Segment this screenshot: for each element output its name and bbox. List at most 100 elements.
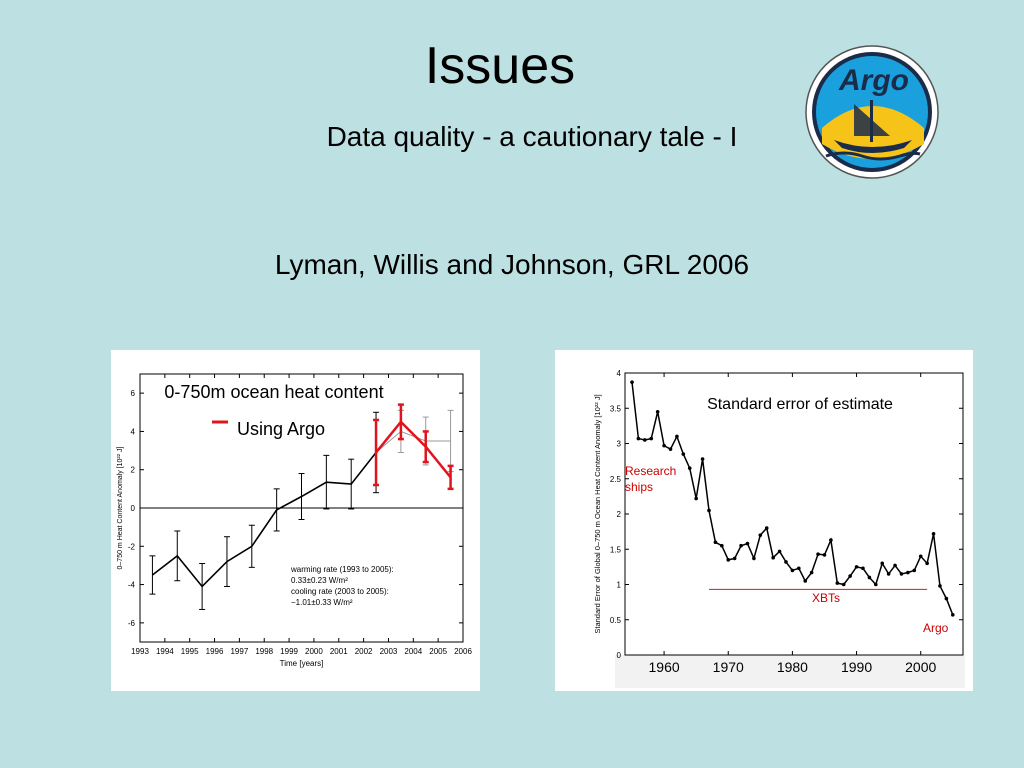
y-tick-label: 1.5 (610, 545, 622, 554)
series-line (375, 430, 451, 453)
y-axis-label: 0–750 m Heat Content Anomaly [10²² J] (117, 446, 124, 569)
data-point (944, 596, 949, 601)
y-tick-label: 3.5 (610, 404, 622, 413)
x-tick-label: 1980 (777, 659, 808, 675)
data-point (707, 508, 711, 513)
x-tick-label: 2004 (404, 647, 422, 656)
y-axis-label: Standard Error of Global 0–750 m Ocean H… (593, 394, 602, 633)
data-point (899, 572, 904, 576)
y-tick-label: 2.5 (610, 475, 622, 484)
y-tick-label: 2 (617, 510, 622, 519)
series-line (151, 451, 377, 588)
x-tick-label: 2001 (330, 647, 348, 656)
data-point (649, 436, 654, 441)
rate-annotation: warming rate (1993 to 2005): (290, 565, 394, 574)
data-point (925, 561, 929, 566)
chart-title: 0-750m ocean heat content (164, 382, 383, 402)
data-point (803, 579, 808, 583)
research-ships-label: Research (625, 464, 676, 478)
x-tick-label: 1999 (280, 647, 298, 656)
data-point (713, 540, 718, 544)
data-point (655, 409, 660, 414)
y-tick-label: 0 (131, 504, 136, 513)
data-point (867, 575, 872, 580)
y-tick-label: 0 (617, 651, 622, 660)
data-point (694, 496, 698, 501)
data-point (643, 438, 647, 442)
y-tick-label: 0.5 (610, 616, 622, 625)
argo-logo: Argo (805, 45, 939, 179)
data-point (848, 574, 852, 578)
y-tick-label: -4 (128, 581, 136, 590)
data-point (893, 563, 897, 568)
logo-text: Argo (838, 64, 909, 97)
x-tick-label: 2005 (429, 647, 447, 656)
y-tick-label: -6 (128, 619, 136, 628)
data-point (720, 543, 724, 548)
x-tick-label: 1998 (255, 647, 273, 656)
data-point (739, 543, 743, 548)
data-point (906, 570, 910, 575)
x-tick-label: 1990 (841, 659, 872, 675)
data-point (752, 556, 756, 561)
data-point (938, 584, 942, 588)
rate-annotation: −1.01±0.33 W/m² (291, 598, 353, 607)
data-point (861, 566, 865, 571)
series-line (375, 419, 452, 479)
data-point (777, 549, 782, 554)
x-tick-label: 2003 (380, 647, 398, 656)
y-tick-label: 4 (617, 369, 622, 378)
data-point (726, 558, 731, 562)
data-point (764, 526, 769, 530)
plot-frame (624, 372, 964, 656)
data-point (784, 560, 788, 564)
x-tick-label: 2006 (454, 647, 472, 656)
x-tick-label: 2000 (305, 647, 323, 656)
data-point (732, 556, 737, 561)
y-tick-label: -2 (128, 542, 136, 551)
data-point (687, 466, 692, 470)
chart-title: Standard error of estimate (707, 396, 893, 413)
heat-content-chart: 1993 1994 1995 1996 1997 1998 1999 2000 2001 2002… (117, 373, 472, 668)
citation: Lyman, Willis and Johnson, GRL 2006 (274, 249, 750, 280)
data-point (835, 581, 840, 585)
data-point (662, 443, 666, 448)
data-point (668, 447, 673, 451)
rate-annotation: cooling rate (2003 to 2005): (291, 587, 389, 596)
x-tick-label: 2000 (905, 659, 936, 675)
x-tick-label: 1960 (649, 659, 680, 675)
data-point (950, 613, 955, 617)
data-point (630, 380, 634, 384)
x-tick-label: 2002 (355, 647, 373, 656)
data-point (758, 533, 763, 537)
data-point (854, 565, 859, 569)
x-tick-label: 1970 (713, 659, 744, 675)
argo-label: Argo (923, 621, 949, 635)
y-tick-label: 2 (131, 466, 136, 475)
y-tick-label: 3 (617, 440, 622, 449)
x-axis-label: Time [years] (280, 659, 324, 668)
data-point (700, 457, 705, 461)
x-tick-label: 1997 (230, 647, 248, 656)
data-point (797, 566, 801, 571)
data-point (636, 436, 641, 441)
data-point (771, 555, 775, 560)
x-tick-label: 1995 (181, 647, 199, 656)
data-point (816, 552, 820, 556)
y-tick-label: 1 (617, 581, 622, 590)
data-point (841, 582, 846, 587)
y-tick-label: 4 (131, 427, 136, 436)
data-point (822, 553, 827, 557)
xbts-label: XBTs (812, 591, 840, 605)
data-point (681, 452, 686, 456)
y-tick-label: 6 (131, 389, 136, 398)
data-point (809, 570, 814, 575)
heat-content-chart-panel: 1993 1994 1995 1996 1997 1998 1999 2000 2001 2002… (111, 350, 480, 691)
data-point (874, 582, 878, 587)
standard-error-chart: 0 0.5 1 1.5 2 2.5 3 3.5 4 1960 1970 1980 1990 2000 Sta… (593, 369, 965, 688)
x-axis-band (615, 655, 965, 688)
data-point (745, 541, 750, 546)
research-ships-label: ships (625, 480, 653, 494)
rate-annotation: 0.33±0.23 W/m² (291, 576, 348, 585)
standard-error-chart-panel: 0 0.5 1 1.5 2 2.5 3 3.5 4 1960 1970 1980 1990 2000 Sta… (555, 350, 973, 691)
